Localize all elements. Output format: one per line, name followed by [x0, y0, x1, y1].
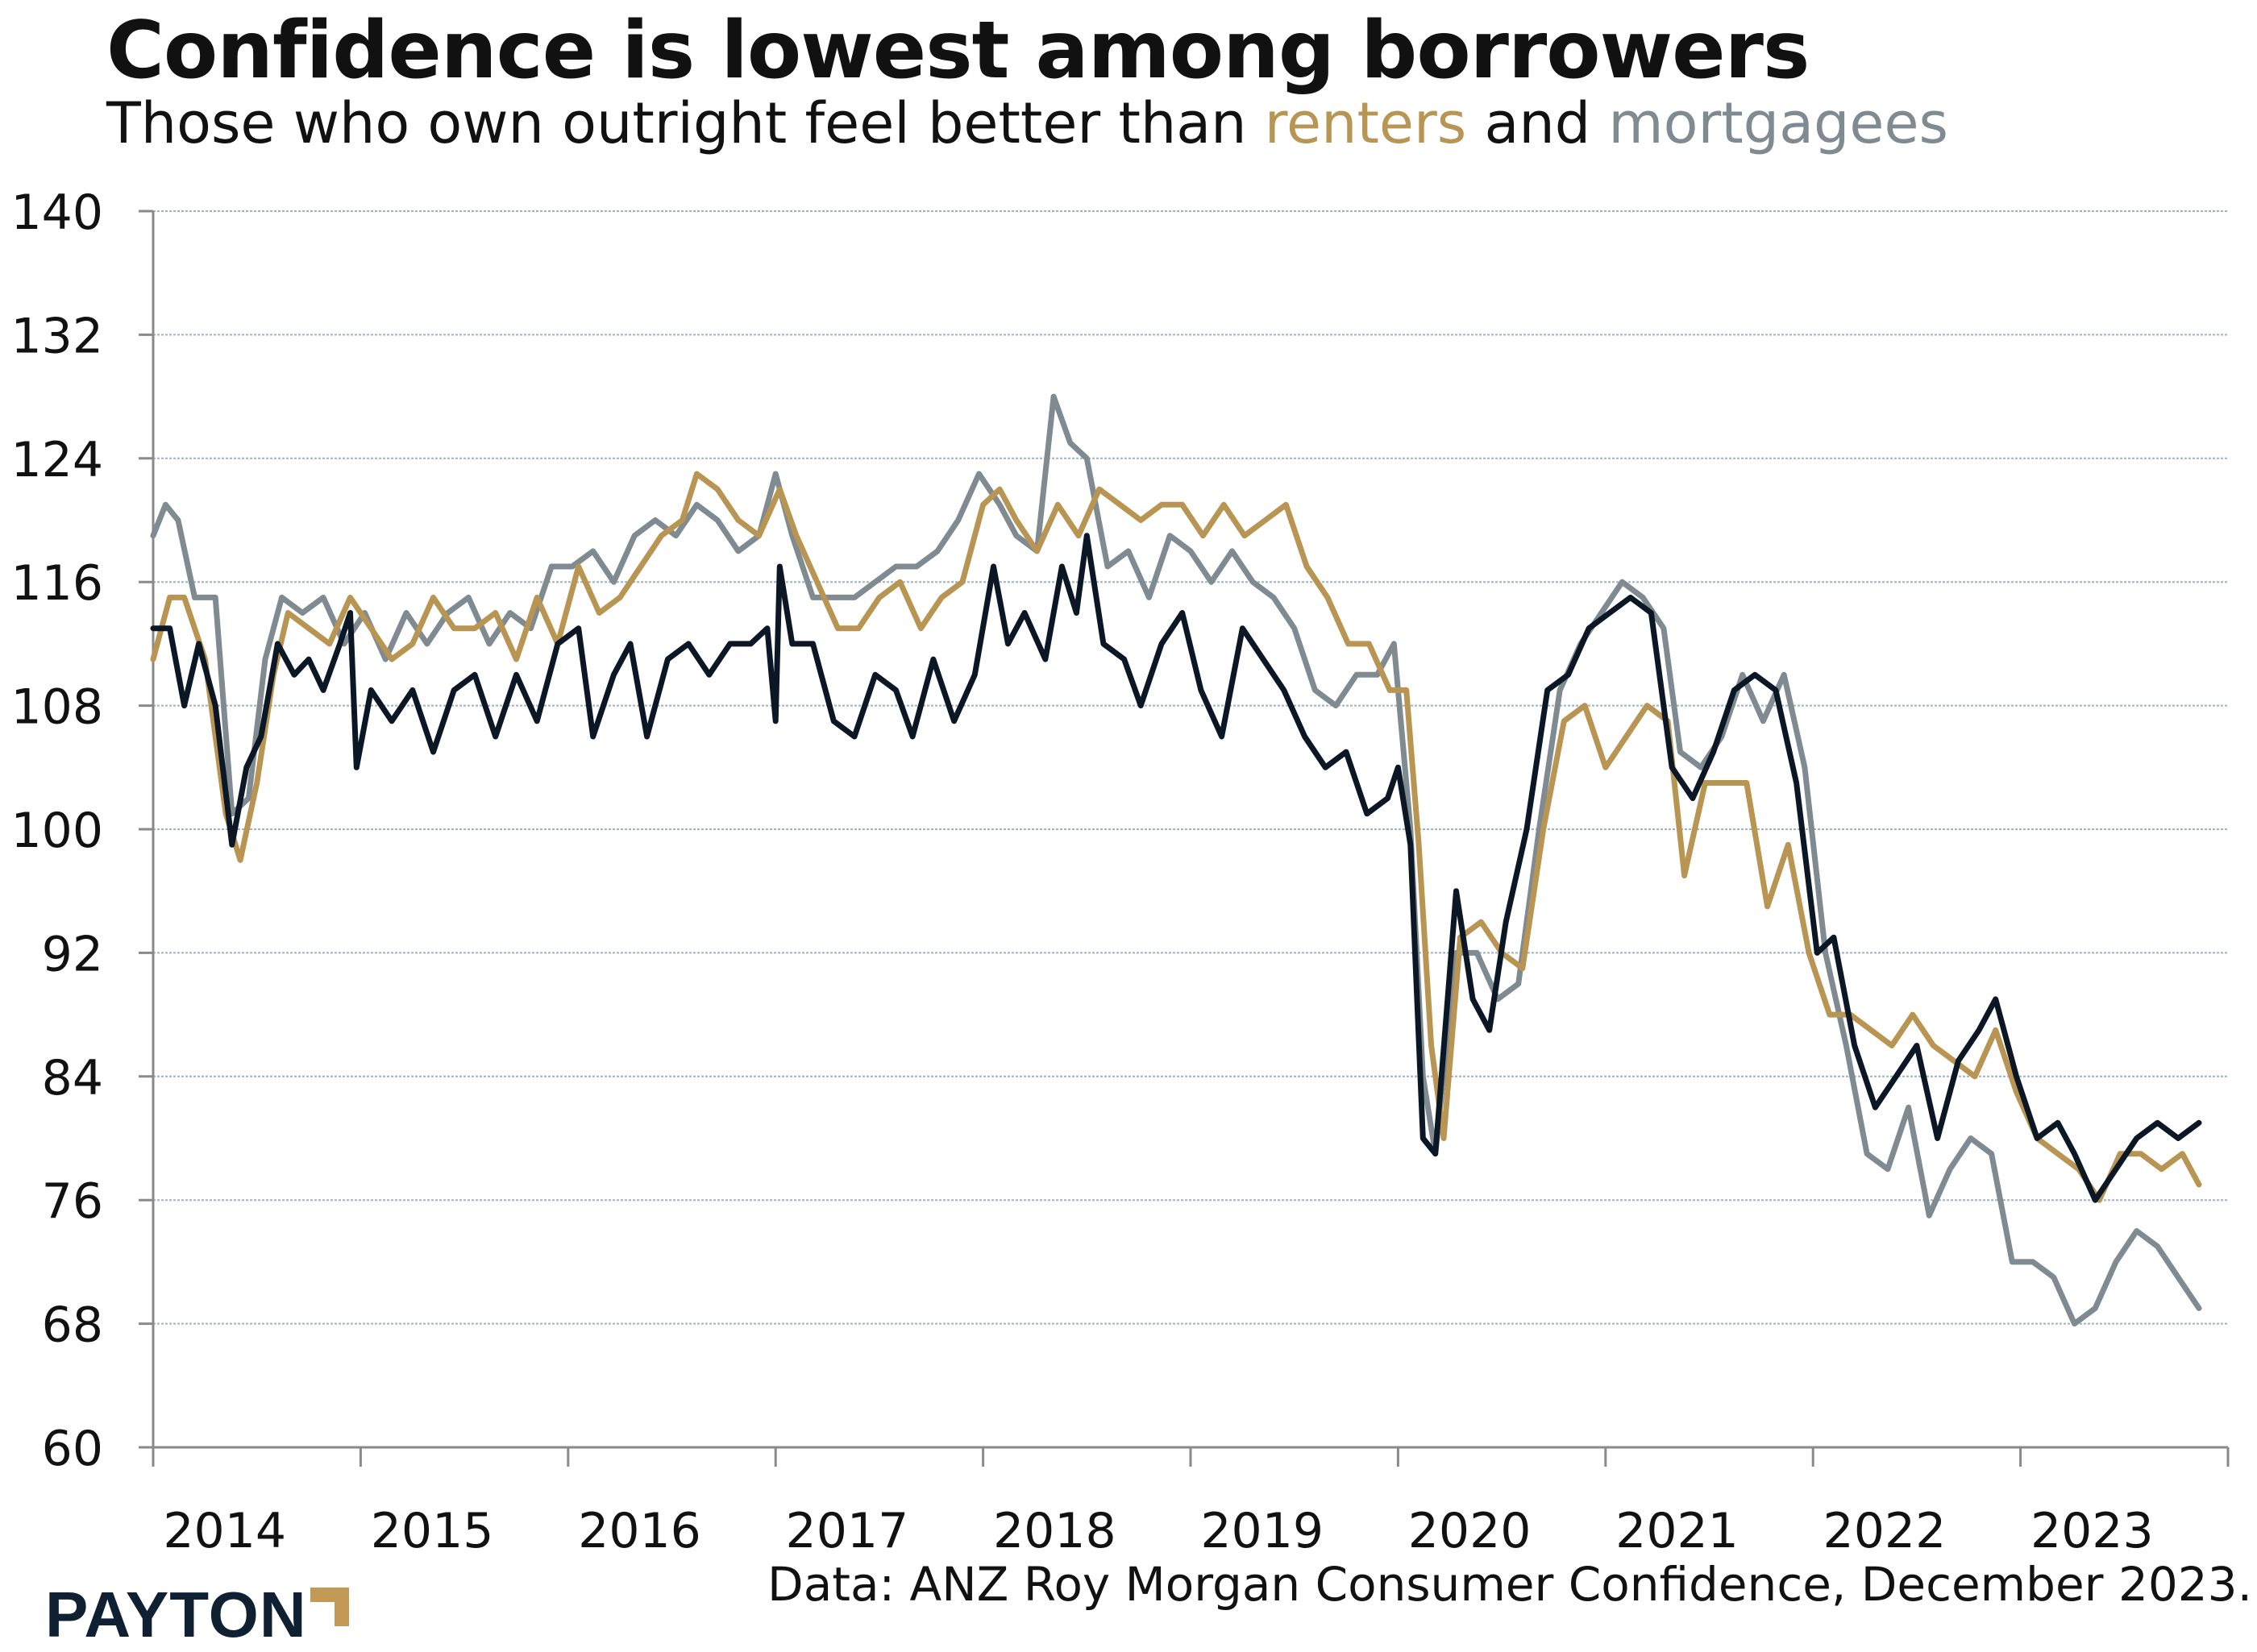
x-tick-label-2022: 2022	[1823, 1503, 1947, 1559]
y-tick-label-100: 100	[10, 803, 103, 859]
chart-title: Confidence is lowest among borrowers	[106, 5, 1810, 97]
logo-text: PAYTON	[45, 1579, 307, 1650]
series-line-mortgagees	[150, 393, 2202, 1327]
x-tick-label-2015: 2015	[371, 1503, 494, 1559]
subtitle-lead: Those who own outright feel better than	[106, 90, 1265, 156]
y-tick-label-92: 92	[42, 926, 103, 982]
subtitle-renters: renters	[1264, 90, 1467, 156]
x-tick-label-2020: 2020	[1408, 1503, 1532, 1559]
y-tick-label-116: 116	[10, 555, 103, 612]
y-tick-label-124: 124	[10, 432, 103, 488]
series-line-own-outright	[150, 533, 2202, 1203]
y-tick-label-68: 68	[42, 1297, 103, 1354]
x-tick-label-2019: 2019	[1200, 1503, 1324, 1559]
x-tick-label-2017: 2017	[786, 1503, 909, 1559]
logo-mark-icon	[310, 1588, 349, 1626]
x-tick-label-2018: 2018	[993, 1503, 1116, 1559]
gridlines	[153, 210, 2228, 1325]
payton-logo: PAYTON	[45, 1578, 349, 1652]
source-note: Data: ANZ Roy Morgan Consumer Confidence…	[767, 1557, 2252, 1612]
y-tick-label-84: 84	[42, 1050, 103, 1106]
subtitle-middle: and	[1466, 90, 1609, 156]
x-tick-label-2021: 2021	[1615, 1503, 1739, 1559]
x-tick-label-2016: 2016	[578, 1503, 701, 1559]
axes: 60 68 76 84 92 100 108 116 124 132 140 2014 2015 2016…	[10, 185, 2230, 1559]
series-lines	[150, 393, 2202, 1327]
x-tick-label-2023: 2023	[2030, 1503, 2154, 1559]
y-tick-label-140: 140	[10, 185, 103, 241]
y-tick-label-108: 108	[10, 679, 103, 736]
y-tick-label-60: 60	[42, 1421, 103, 1477]
x-tick-label-2014: 2014	[163, 1503, 286, 1559]
chart-subtitle: Those who own outright feel better than …	[106, 90, 1948, 156]
subtitle-mortgagees: mortgagees	[1608, 90, 1949, 156]
y-tick-label-76: 76	[42, 1173, 103, 1230]
y-tick-label-132: 132	[10, 308, 103, 364]
